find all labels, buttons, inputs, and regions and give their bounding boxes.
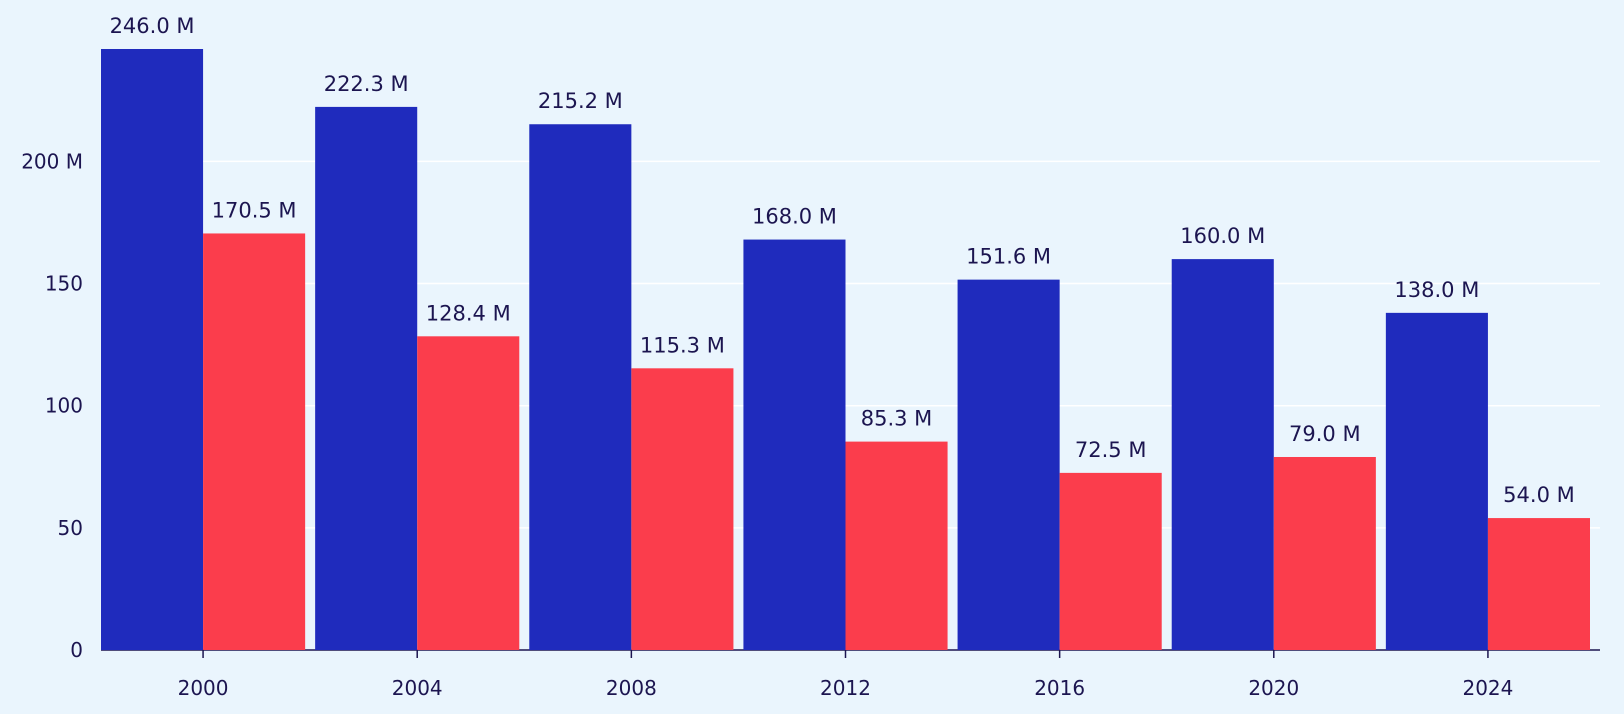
bar-data-label: 170.5 M: [212, 198, 297, 222]
x-tick-label: 2000: [178, 676, 229, 700]
x-tick-label: 2024: [1462, 676, 1513, 700]
x-axis-ticks: 2000 2004 2008 2012 2016 2020 2024: [178, 650, 1513, 700]
bar-series-2: [845, 441, 948, 650]
bar-data-label: 215.2 M: [538, 89, 623, 113]
bar-series-1: [315, 106, 418, 650]
bars: [101, 49, 1590, 651]
bar-series-2: [203, 233, 306, 650]
bar-data-label: 72.5 M: [1075, 438, 1147, 462]
y-tick-label: 50: [58, 516, 83, 540]
x-tick-label: 2004: [392, 676, 443, 700]
x-tick-label: 2008: [606, 676, 657, 700]
bar-data-label: 246.0 M: [110, 14, 195, 38]
bar-data-label: 115.3 M: [640, 333, 725, 357]
x-tick-label: 2012: [820, 676, 871, 700]
bar-data-label: 222.3 M: [324, 72, 409, 96]
bar-data-label: 160.0 M: [1180, 224, 1265, 248]
bar-data-label: 79.0 M: [1289, 422, 1361, 446]
bar-data-label: 128.4 M: [426, 301, 511, 325]
bar-series-1: [743, 239, 846, 650]
y-tick-label: 100: [45, 394, 83, 418]
bar-series-1: [101, 49, 204, 650]
bar-series-2: [417, 336, 520, 650]
bar-data-label: 54.0 M: [1503, 483, 1575, 507]
bar-series-1: [1385, 312, 1488, 650]
x-tick-label: 2020: [1248, 676, 1299, 700]
bar-series-2: [1487, 518, 1590, 650]
y-tick-label: 0: [70, 638, 83, 662]
bar-data-labels: 246.0 M 170.5 M 222.3 M 128.4 M 215.2 M 115.3…: [110, 14, 1575, 507]
bar-data-label: 138.0 M: [1394, 278, 1479, 302]
bar-series-1: [1171, 259, 1274, 650]
bar-series-2: [1059, 472, 1162, 650]
bar-data-label: 85.3 M: [861, 407, 933, 431]
bar-series-1: [529, 124, 632, 651]
bar-series-2: [1273, 456, 1376, 650]
bar-series-1: [957, 279, 1060, 650]
bar-series-2: [631, 368, 734, 650]
y-tick-label: 150: [45, 272, 83, 296]
y-tick-label: 200 M: [21, 149, 83, 173]
bar-data-label: 168.0 M: [752, 205, 837, 229]
bar-data-label: 151.6 M: [966, 245, 1051, 269]
x-tick-label: 2016: [1034, 676, 1085, 700]
